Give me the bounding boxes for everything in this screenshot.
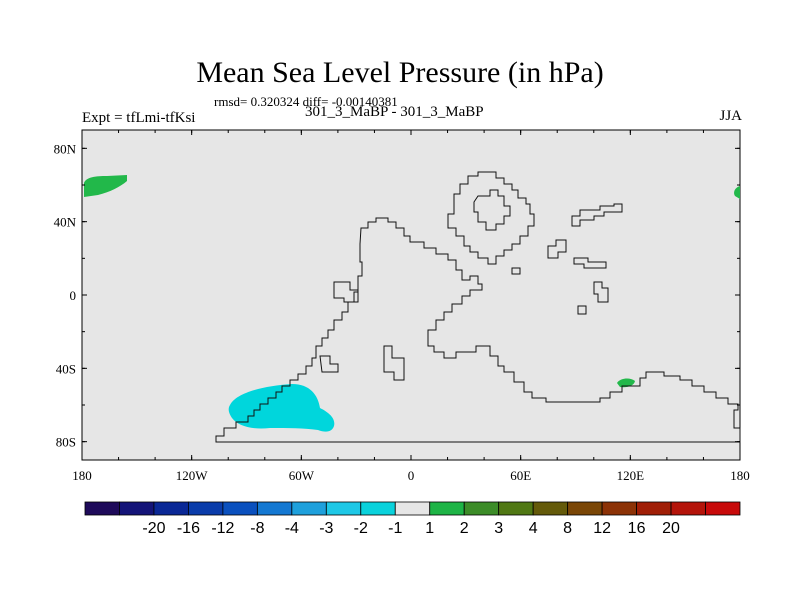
east-asia-coastline bbox=[571, 203, 623, 227]
season-label: JJA bbox=[719, 108, 742, 124]
colorbar-box bbox=[360, 501, 396, 516]
colorbar-box bbox=[222, 501, 258, 516]
island-coastline bbox=[593, 281, 609, 303]
colorbar-label: 1 bbox=[425, 520, 434, 537]
colorbar-box bbox=[532, 501, 569, 516]
colorbar-box bbox=[325, 501, 362, 516]
colorbar-box bbox=[256, 501, 293, 516]
plot-title: Mean Sea Level Pressure (in hPa) bbox=[196, 56, 604, 89]
colorbar-label: 4 bbox=[529, 520, 538, 537]
x-tick-label: 180 bbox=[72, 468, 92, 483]
colorbar-label: -1 bbox=[388, 520, 402, 537]
x-tick-label: 120E bbox=[617, 468, 645, 483]
south-pacific-negative-region bbox=[228, 384, 335, 432]
colorbar-label: -8 bbox=[250, 520, 264, 537]
center-subtitle: 301_3_MaBP - 301_3_MaBP bbox=[305, 104, 484, 120]
x-tick-label: 60E bbox=[510, 468, 531, 483]
colorbar-box bbox=[601, 501, 637, 516]
statistics-label: rmsd= 0.320324 diff= -0.00140381 bbox=[214, 94, 398, 109]
colorbar-label: 2 bbox=[460, 520, 469, 537]
americas-coastline bbox=[215, 217, 741, 443]
x-tick-label: 180 bbox=[730, 468, 750, 483]
colorbar-label: -2 bbox=[354, 520, 368, 537]
coastlines bbox=[215, 171, 741, 443]
x-tick-label: 0 bbox=[408, 468, 415, 483]
colorbar-box bbox=[429, 501, 465, 516]
colorbar-label: -3 bbox=[319, 520, 333, 537]
colorbar-label: 3 bbox=[494, 520, 503, 537]
eurasia-coastline bbox=[447, 171, 535, 265]
island-tiny bbox=[511, 267, 521, 275]
southern-islands-2 bbox=[319, 355, 339, 373]
colorbar-label: -20 bbox=[142, 520, 165, 537]
colorbar: -20 -16 -12 -8 -4 -3 -2 -1 1 2 3 4 8 12 16 20 bbox=[84, 501, 741, 537]
y-tick-label: 40S bbox=[56, 361, 76, 376]
southern-islands bbox=[383, 345, 405, 381]
x-tick-label: 120W bbox=[176, 468, 209, 483]
colorbar-box bbox=[498, 501, 534, 516]
anomaly-layer bbox=[84, 175, 740, 432]
experiment-label: Expt = tfLmi-tfKsi bbox=[82, 110, 196, 126]
colorbar-box bbox=[84, 501, 120, 516]
x-tick-label: 60W bbox=[289, 468, 315, 483]
y-tick-label: 80N bbox=[54, 141, 77, 156]
colorbar-label: 20 bbox=[662, 520, 680, 537]
colorbar-box bbox=[705, 501, 741, 516]
colorbar-box bbox=[670, 501, 706, 516]
map-background bbox=[81, 129, 741, 461]
colorbar-box bbox=[463, 501, 500, 516]
colorbar-box bbox=[188, 501, 224, 516]
north-pacific-positive-region bbox=[84, 175, 127, 197]
map-axes: 180 120W 60W 0 60E 120E 180 80N 40N 0 40S 80S bbox=[54, 130, 750, 483]
east-edge-positive-region bbox=[734, 186, 740, 199]
colorbar-box bbox=[291, 501, 327, 516]
south-indian-positive-region bbox=[617, 378, 635, 388]
colorbar-box bbox=[153, 501, 189, 516]
colorbar-label: 16 bbox=[628, 520, 646, 537]
colorbar-label: 12 bbox=[593, 520, 611, 537]
colorbar-label: -16 bbox=[177, 520, 200, 537]
colorbar-box bbox=[636, 501, 672, 516]
colorbar-box bbox=[119, 501, 155, 516]
colorbar-label: -4 bbox=[285, 520, 299, 537]
colorbar-box bbox=[567, 501, 603, 516]
y-tick-label: 40N bbox=[54, 215, 77, 230]
atlantic-island bbox=[333, 281, 359, 303]
colorbar-box bbox=[394, 501, 431, 516]
y-tick-label: 0 bbox=[70, 288, 77, 303]
colorbar-label: 8 bbox=[563, 520, 572, 537]
northern-coastline bbox=[473, 189, 511, 231]
colorbar-label: -12 bbox=[211, 520, 234, 537]
island-small bbox=[577, 305, 587, 315]
southeast-coastline bbox=[573, 257, 607, 269]
y-tick-label: 80S bbox=[56, 435, 76, 450]
east-coast-small bbox=[547, 239, 567, 259]
